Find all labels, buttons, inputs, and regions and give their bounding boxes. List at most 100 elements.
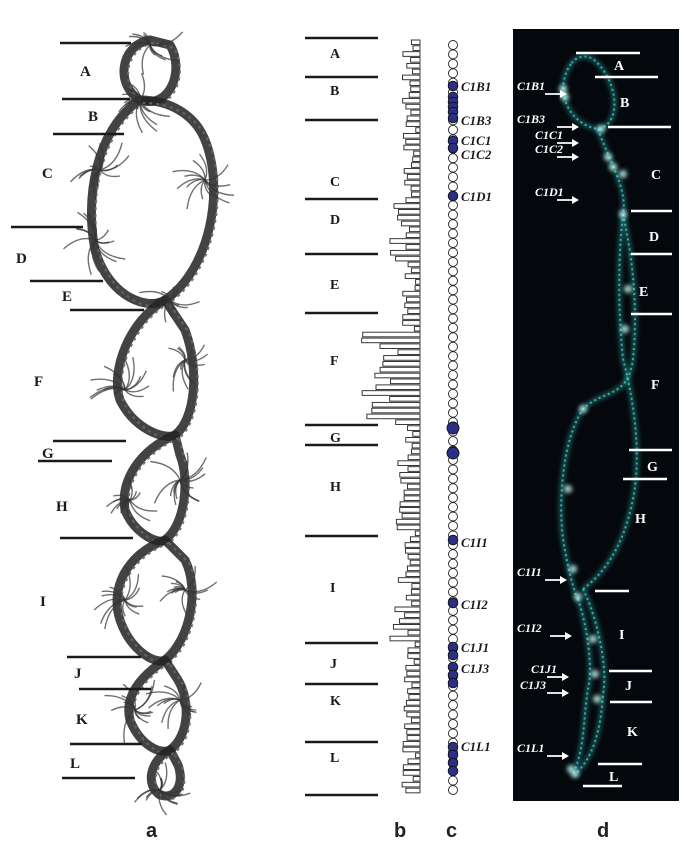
band-bar [404, 302, 421, 309]
band-bar [407, 553, 421, 560]
lateral-loop [94, 239, 110, 244]
lateral-loop [63, 237, 96, 250]
marker-label-c1d1: C1D1 [461, 189, 492, 204]
band-bar [401, 512, 421, 519]
marker-dot [448, 68, 458, 79]
band-label-h: H [635, 512, 646, 527]
marker-dot [448, 398, 458, 409]
marker-label-c1b1: C1B1 [517, 79, 545, 93]
band-bar [401, 781, 421, 788]
lateral-loop [89, 165, 101, 171]
band-label-j: J [330, 657, 337, 672]
band-bar [411, 682, 421, 688]
band-bar [405, 244, 421, 250]
lateral-loop [184, 359, 198, 368]
marker-label-c1l1: C1L1 [461, 739, 491, 754]
band-bar [410, 185, 421, 192]
marker-arrow-head [562, 673, 569, 681]
lateral-loop [104, 599, 126, 630]
fluorescent-strand [562, 55, 616, 131]
lateral-loop [179, 473, 206, 482]
lateral-loop [184, 566, 196, 591]
lateral-loop [124, 385, 150, 393]
band-bar [402, 97, 421, 104]
lateral-loop [120, 499, 131, 514]
chromosome-loop [112, 535, 197, 666]
lateral-loop [129, 499, 158, 512]
marker-dot-filled [446, 421, 460, 435]
band-bar [407, 425, 421, 431]
band-label-a: A [80, 64, 91, 80]
lateral-loop [141, 44, 151, 75]
marker-dot [448, 388, 458, 399]
marker-dot [448, 181, 458, 192]
band-bar [415, 127, 421, 133]
lateral-loop [113, 494, 131, 501]
marker-label-c1c1: C1C1 [535, 128, 563, 142]
lateral-loop [172, 359, 186, 378]
lateral-loop [148, 697, 181, 709]
lateral-loop [135, 99, 144, 134]
marker-dot [448, 492, 458, 503]
marker-dot [448, 379, 458, 390]
band-bar [405, 594, 421, 601]
lateral-loop [181, 359, 189, 390]
marker-dot [448, 511, 458, 522]
fluorescent-spot [604, 153, 612, 161]
band-bar [397, 577, 421, 583]
fluorescent-spot [619, 170, 627, 178]
marker-dot [448, 40, 458, 50]
band-label-l: L [70, 756, 80, 772]
marker-dot-filled [447, 677, 459, 689]
band-bar [405, 138, 421, 145]
band-label-l: L [330, 751, 339, 766]
band-bar [411, 448, 421, 455]
band-label-a: A [614, 59, 625, 74]
marker-dot [448, 294, 458, 305]
band-bar [405, 664, 421, 671]
marker-dot [448, 275, 458, 286]
band-bar [397, 460, 421, 466]
lateral-loop [159, 789, 191, 797]
marker-dot [448, 464, 458, 475]
marker-arrow-head [572, 123, 579, 131]
band-bar [400, 477, 421, 484]
chromosome-loop-fibres [94, 101, 219, 308]
band-bar [409, 536, 421, 542]
lateral-loop [122, 683, 137, 711]
band-bar [406, 173, 421, 180]
marker-dot [448, 558, 458, 569]
lateral-loop [204, 179, 230, 204]
lateral-loop [110, 706, 136, 712]
band-boundary-lines [11, 41, 151, 780]
panel-letter-a: a [146, 820, 158, 842]
lateral-loop [94, 239, 126, 260]
lateral-loop [124, 565, 131, 601]
marker-dot [448, 266, 458, 277]
marker-dot [448, 709, 458, 720]
marker-dot [448, 436, 458, 447]
marker-dot [448, 124, 458, 135]
lateral-loop [183, 359, 197, 386]
band-bar [403, 489, 421, 496]
band-bar [406, 565, 421, 572]
lateral-loop [109, 586, 126, 601]
fluorescent-spot [574, 593, 582, 601]
band-bar [410, 86, 421, 92]
lateral-loop [179, 479, 200, 502]
lateral-loop [94, 229, 110, 241]
band-label-i: I [619, 628, 624, 643]
band-labels: A B C D E F G H I J K L [16, 64, 98, 772]
band-bar [410, 717, 421, 724]
lateral-loop [90, 169, 101, 188]
band-label-g: G [42, 446, 54, 462]
lateral-loop [145, 691, 181, 701]
fluorescent-spot [591, 670, 599, 678]
lateral-loop [158, 789, 168, 815]
marker-dot [448, 360, 458, 371]
band-bar [407, 653, 421, 659]
band-label-i: I [330, 581, 335, 596]
marker-dot [448, 549, 458, 560]
band-label-d: D [16, 251, 27, 267]
lateral-loop [113, 372, 126, 391]
